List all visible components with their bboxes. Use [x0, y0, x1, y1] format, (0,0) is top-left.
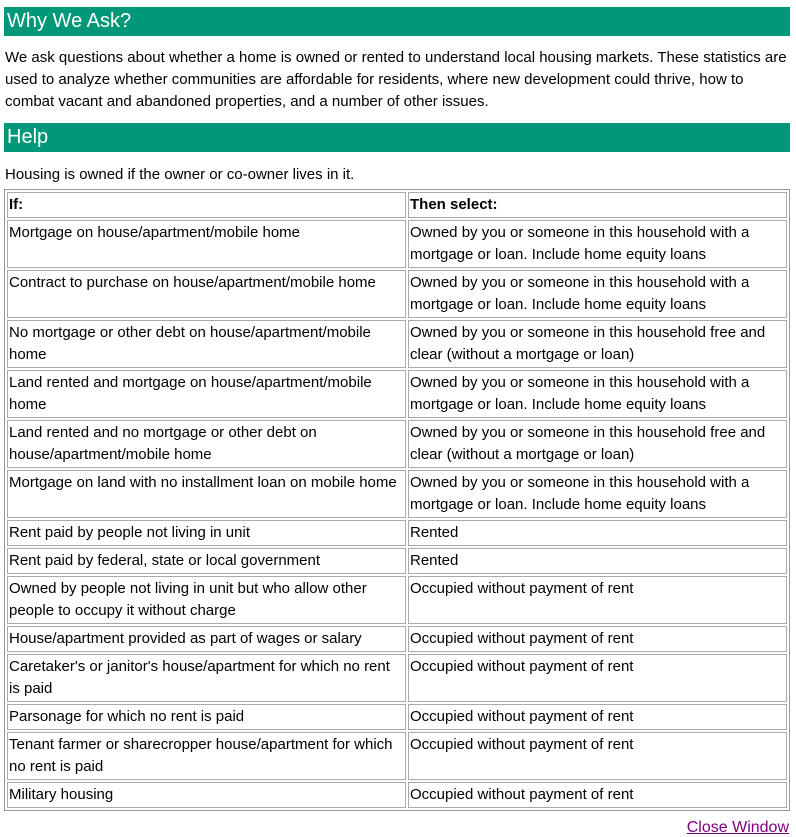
table-row: No mortgage or other debt on house/apart…	[7, 320, 787, 368]
selection-cell: Rented	[408, 520, 787, 546]
selection-cell: Occupied without payment of rent	[408, 626, 787, 652]
selection-cell: Owned by you or someone in this househol…	[408, 220, 787, 268]
condition-cell: Mortgage on house/apartment/mobile home	[7, 220, 406, 268]
selection-cell: Occupied without payment of rent	[408, 782, 787, 808]
selection-cell: Owned by you or someone in this househol…	[408, 370, 787, 418]
table-row: Contract to purchase on house/apartment/…	[7, 270, 787, 318]
table-row: Land rented and mortgage on house/apartm…	[7, 370, 787, 418]
selection-cell: Occupied without payment of rent	[408, 654, 787, 702]
why-we-ask-header: Why We Ask?	[4, 7, 790, 36]
close-window-link[interactable]: Close Window	[686, 819, 789, 836]
condition-cell: Owned by people not living in unit but w…	[7, 576, 406, 624]
condition-cell: Military housing	[7, 782, 406, 808]
column-header-if: If:	[7, 192, 406, 218]
table-row: Mortgage on land with no installment loa…	[7, 470, 787, 518]
selection-cell: Occupied without payment of rent	[408, 704, 787, 730]
condition-cell: Contract to purchase on house/apartment/…	[7, 270, 406, 318]
selection-cell: Occupied without payment of rent	[408, 732, 787, 780]
condition-cell: Rent paid by federal, state or local gov…	[7, 548, 406, 574]
table-row: Owned by people not living in unit but w…	[7, 576, 787, 624]
table-row: Land rented and no mortgage or other deb…	[7, 420, 787, 468]
table-row: Tenant farmer or sharecropper house/apar…	[7, 732, 787, 780]
condition-cell: Mortgage on land with no installment loa…	[7, 470, 406, 518]
selection-cell: Owned by you or someone in this househol…	[408, 420, 787, 468]
condition-cell: Parsonage for which no rent is paid	[7, 704, 406, 730]
table-row: Rent paid by people not living in unit Re…	[7, 520, 787, 546]
table-row: Parsonage for which no rent is paid Occup…	[7, 704, 787, 730]
selection-cell: Owned by you or someone in this househol…	[408, 320, 787, 368]
selection-cell: Rented	[408, 548, 787, 574]
table-row: Caretaker's or janitor's house/apartment…	[7, 654, 787, 702]
condition-cell: No mortgage or other debt on house/apart…	[7, 320, 406, 368]
help-header: Help	[4, 123, 790, 152]
condition-cell: Rent paid by people not living in unit	[7, 520, 406, 546]
housing-tenure-table: If: Then select: Mortgage on house/apart…	[4, 189, 790, 811]
table-row: House/apartment provided as part of wage…	[7, 626, 787, 652]
table-header-row: If: Then select:	[7, 192, 787, 218]
selection-cell: Owned by you or someone in this househol…	[408, 470, 787, 518]
help-intro-text: Housing is owned if the owner or co-owne…	[5, 166, 355, 183]
why-we-ask-text: We ask questions about whether a home is…	[5, 49, 787, 110]
column-header-then-select: Then select:	[408, 192, 787, 218]
condition-cell: Tenant farmer or sharecropper house/apar…	[7, 732, 406, 780]
condition-cell: Land rented and mortgage on house/apartm…	[7, 370, 406, 418]
selection-cell: Occupied without payment of rent	[408, 576, 787, 624]
condition-cell: House/apartment provided as part of wage…	[7, 626, 406, 652]
condition-cell: Caretaker's or janitor's house/apartment…	[7, 654, 406, 702]
table-row: Military housing Occupied without payment…	[7, 782, 787, 808]
condition-cell: Land rented and no mortgage or other deb…	[7, 420, 406, 468]
table-row: Rent paid by federal, state or local gov…	[7, 548, 787, 574]
table-row: Mortgage on house/apartment/mobile home O…	[7, 220, 787, 268]
selection-cell: Owned by you or someone in this househol…	[408, 270, 787, 318]
